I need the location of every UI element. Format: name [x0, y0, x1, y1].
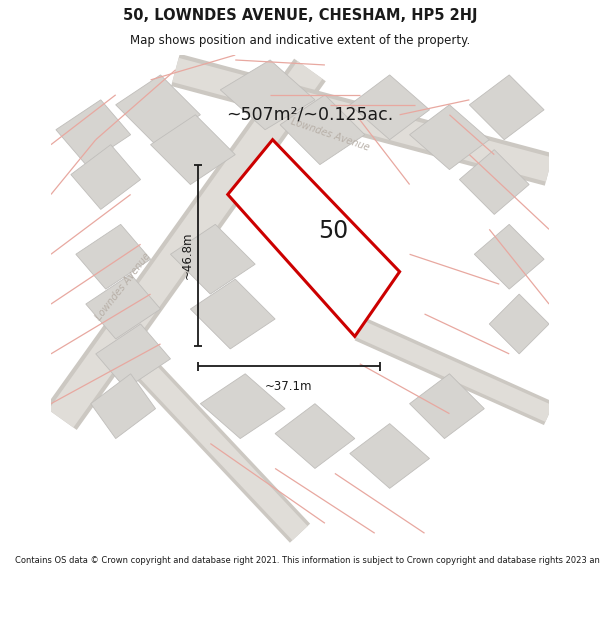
Text: ~37.1m: ~37.1m — [265, 380, 313, 393]
Polygon shape — [350, 424, 430, 488]
Polygon shape — [220, 60, 315, 130]
Polygon shape — [86, 274, 161, 339]
Polygon shape — [350, 75, 430, 139]
Polygon shape — [76, 224, 151, 289]
Text: 50, LOWNDES AVENUE, CHESHAM, HP5 2HJ: 50, LOWNDES AVENUE, CHESHAM, HP5 2HJ — [123, 8, 477, 23]
Polygon shape — [71, 144, 140, 209]
Polygon shape — [151, 115, 235, 184]
Polygon shape — [275, 404, 355, 469]
Polygon shape — [475, 224, 544, 289]
Text: Lowndes Avenue: Lowndes Avenue — [289, 116, 371, 153]
Polygon shape — [91, 374, 155, 439]
Text: ~507m²/~0.125ac.: ~507m²/~0.125ac. — [226, 106, 394, 124]
Polygon shape — [469, 75, 544, 139]
Polygon shape — [410, 105, 489, 169]
Polygon shape — [228, 139, 400, 336]
Polygon shape — [56, 100, 131, 164]
Text: Lowndes Avenue: Lowndes Avenue — [94, 251, 152, 322]
Text: Contains OS data © Crown copyright and database right 2021. This information is : Contains OS data © Crown copyright and d… — [15, 556, 600, 565]
Polygon shape — [280, 95, 365, 164]
Text: ~46.8m: ~46.8m — [181, 232, 193, 279]
Polygon shape — [460, 149, 529, 214]
Polygon shape — [170, 224, 255, 294]
Polygon shape — [190, 279, 275, 349]
Text: Map shows position and indicative extent of the property.: Map shows position and indicative extent… — [130, 34, 470, 47]
Text: 50: 50 — [319, 219, 349, 243]
Polygon shape — [116, 75, 200, 144]
Polygon shape — [96, 324, 170, 389]
Polygon shape — [200, 374, 285, 439]
Polygon shape — [410, 374, 484, 439]
Polygon shape — [489, 294, 549, 354]
